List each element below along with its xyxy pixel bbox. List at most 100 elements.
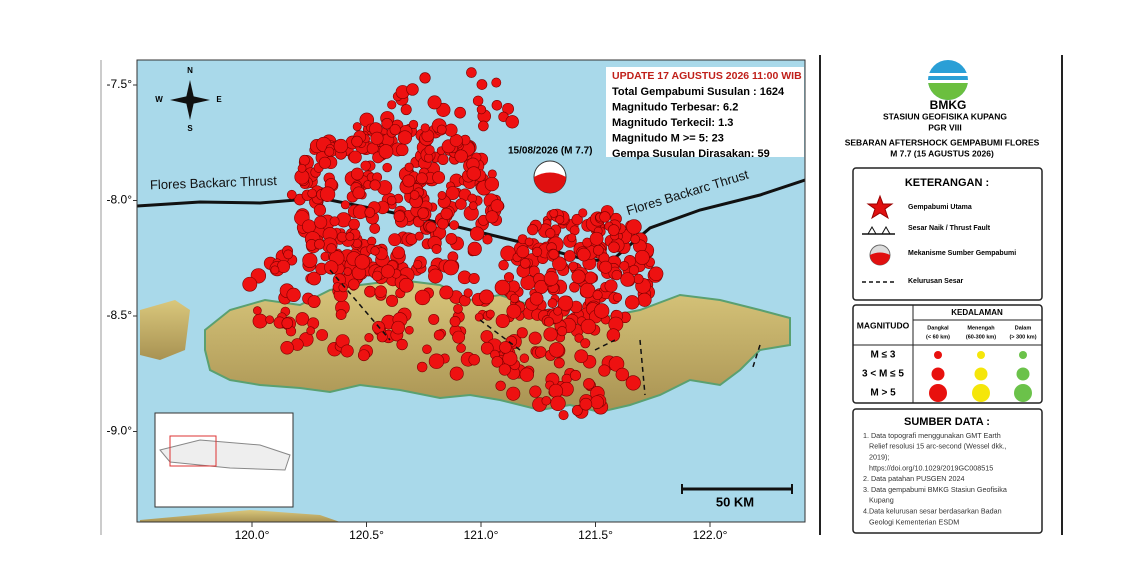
aftershock [608,241,620,253]
aftershock [563,250,576,262]
aftershock [297,163,307,173]
aftershock [427,95,442,110]
mag-row: M > 5 [870,388,896,399]
aftershock [340,344,354,358]
legend-title: KETERANGAN : [905,177,989,189]
aftershock [580,338,591,349]
aftershock [469,226,485,241]
aftershock [529,385,542,398]
aftershock [509,293,520,304]
aftershock [396,143,409,157]
aftershock [604,279,618,293]
aftershock [543,327,558,342]
mag-row: 3 < M ≤ 5 [862,369,904,380]
aftershocks [242,67,664,421]
lat-label: -8.5° [107,308,133,322]
aftershock [437,153,449,165]
aftershock [498,363,511,376]
panel-subtitle: M 7.7 (15 AGUSTUS 2026) [890,148,994,158]
aftershock [402,174,416,188]
aftershock [338,282,348,293]
aftershock [552,256,567,272]
aftershock [468,353,480,366]
aftershock [541,396,552,406]
aftershock [409,190,420,200]
aftershock [398,277,414,293]
aftershock [404,162,414,172]
aftershock [553,357,565,369]
aftershock [485,309,495,319]
depth-col: (< 60 km) [926,334,950,340]
aftershock [491,77,502,88]
aftershock [491,355,504,368]
aftershock [364,333,374,343]
aftershock [482,234,493,245]
aftershock [594,303,610,319]
aftershock [449,133,463,147]
aftershock [400,104,412,116]
aftershock [307,271,322,286]
aftershock [414,231,424,241]
aftershock [316,329,328,341]
aftershock [606,328,621,342]
aftershock [479,289,494,305]
aftershock [405,325,414,335]
aftershock [599,260,613,274]
aftershock [439,285,454,300]
info-update: UPDATE 17 AGUSTUS 2026 11:00 WIB [612,70,802,82]
aftershock [484,176,500,192]
legend-box [852,167,1043,301]
aftershock [387,100,397,110]
aftershock [626,219,642,235]
aftershock [299,154,310,166]
mag-row: M ≤ 3 [871,350,896,361]
aftershock [313,204,327,217]
aftershock [324,146,335,157]
aftershock [302,252,318,268]
legend-item: Sesar Naik / Thrust Fault [908,225,991,232]
aftershock [352,122,362,132]
legend-thrust [867,225,891,235]
info-line: Magnitudo Terkecil: 1.3 [612,117,733,129]
aftershock [371,270,383,282]
sources-box [852,408,1043,534]
aftershock [495,380,506,392]
aftershock [574,333,584,343]
aftershock [414,289,431,306]
aftershock [381,117,393,130]
aftershock [498,259,509,271]
aftershock [615,367,630,382]
aftershock [319,186,336,202]
aftershock [648,266,664,282]
aftershock [637,292,652,307]
aftershock [529,291,544,306]
depth-dot [972,384,990,402]
depth-col: Dangkal [927,325,949,331]
aftershock [577,247,591,262]
aftershock [393,210,406,223]
aftershock [265,315,274,325]
depth-dot [1019,351,1027,359]
aftershock [280,341,294,355]
sources: 1. Data topografi menggunakan GMT Earth R… [863,431,1007,526]
aftershock [335,309,347,320]
aftershock [519,353,530,364]
aftershock [348,150,362,164]
aftershock [524,237,534,247]
aftershock [420,123,430,133]
depth-dot [929,384,947,402]
aftershock [590,395,604,410]
lat-label: -7.5° [107,77,133,91]
aftershock [386,294,399,307]
aftershock [425,221,437,233]
aftershock [619,260,630,271]
station: STASIUN GEOFISIKA KUPANG [883,111,1007,121]
fault-label: Flores Backarc Thrust [150,173,278,192]
aftershock [558,410,569,421]
aftershock [478,120,489,132]
aftershock [350,167,364,181]
depth-dot [974,367,988,381]
lon-label: 121.0° [464,528,499,542]
aftershock [286,287,301,302]
aftershock [476,104,487,115]
